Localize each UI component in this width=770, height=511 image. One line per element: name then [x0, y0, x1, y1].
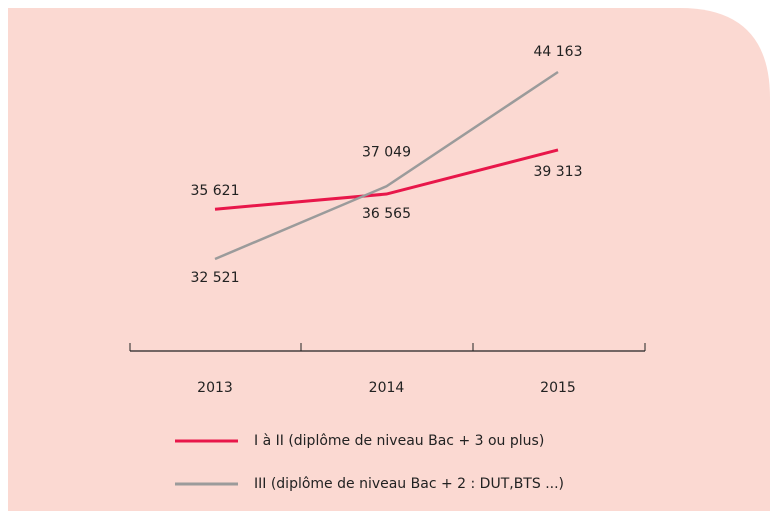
legend-label: I à II (diplôme de niveau Bac + 3 ou plu…	[254, 433, 544, 449]
data-label: 36 565	[362, 206, 411, 222]
legend-label: III (diplôme de niveau Bac + 2 : DUT,BTS…	[254, 476, 564, 492]
data-label: 39 313	[534, 164, 583, 180]
x-tick-label: 2015	[540, 380, 576, 396]
series-line	[214, 148, 559, 211]
data-label: 44 163	[534, 44, 583, 60]
data-label: 37 049	[362, 144, 411, 160]
x-tick-label: 2013	[197, 380, 233, 396]
data-label: 32 521	[191, 270, 240, 286]
x-tick-label: 2014	[369, 380, 405, 396]
data-label: 35 621	[191, 183, 240, 199]
background	[8, 8, 770, 511]
series-line	[214, 70, 559, 261]
